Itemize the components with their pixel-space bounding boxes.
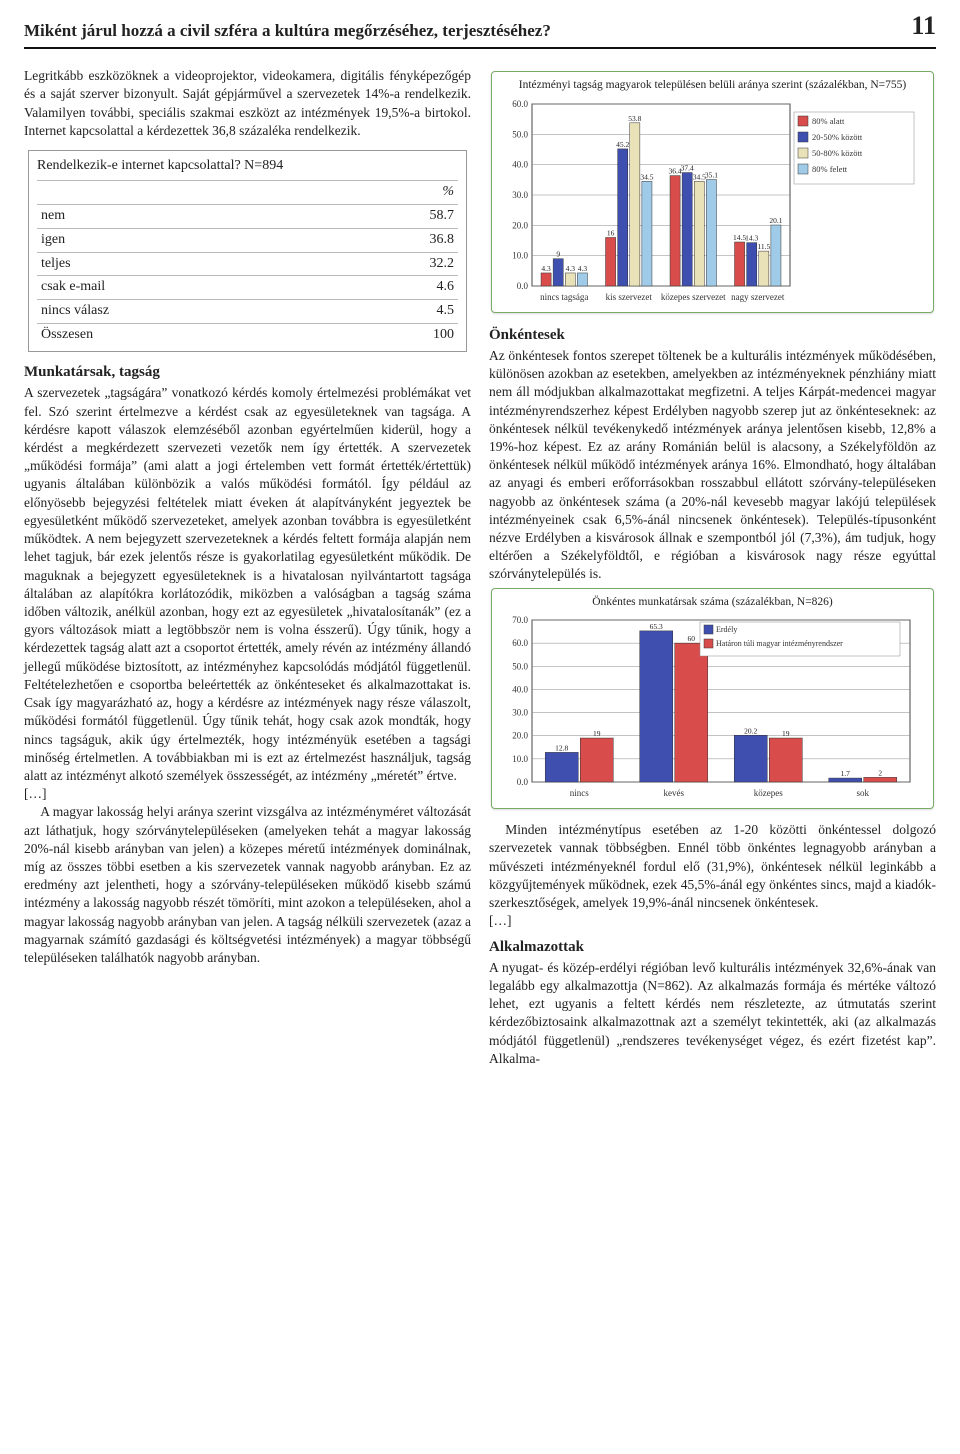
svg-text:20.1: 20.1: [769, 216, 782, 225]
svg-text:közepes: közepes: [754, 788, 783, 798]
section-title-munkatarsak: Munkatársak, tagság: [24, 362, 471, 382]
svg-text:közepes szervezet: közepes szervezet: [661, 292, 726, 302]
svg-text:nincs tagsága: nincs tagsága: [540, 292, 588, 302]
svg-text:12.8: 12.8: [555, 744, 568, 753]
right-para-2: Minden intézménytípus esetében az 1-20 k…: [489, 821, 936, 912]
table-row-value: 58.7: [409, 204, 458, 228]
svg-text:80% alatt: 80% alatt: [812, 116, 845, 126]
section-title-onkentesek: Önkéntesek: [489, 325, 936, 345]
left-para-3: A magyar lakosság helyi aránya szerint v…: [24, 803, 471, 967]
two-column-layout: Legritkább eszközöknek a videoprojektor,…: [24, 67, 936, 1068]
svg-text:10.0: 10.0: [512, 250, 528, 260]
svg-text:sok: sok: [856, 788, 869, 798]
running-header: Miként járul hozzá a civil szféra a kult…: [24, 8, 936, 49]
table-row-label: nincs válasz: [37, 300, 409, 324]
ellipsis-2: […]: [489, 912, 936, 930]
right-column: Intézményi tagság magyarok településen b…: [489, 67, 936, 1068]
left-para-2: A szervezetek „tagságára” vonatkozó kérd…: [24, 384, 471, 785]
left-column: Legritkább eszközöknek a videoprojektor,…: [24, 67, 471, 1068]
svg-text:0.0: 0.0: [517, 777, 529, 787]
svg-text:20.0: 20.0: [512, 220, 528, 230]
pct-header: %: [409, 180, 458, 204]
chart-2-card: Önkéntes munkatársak száma (százalékban,…: [491, 588, 934, 810]
table-row: igen36.8: [37, 228, 458, 252]
chart-1-title: Intézményi tagság magyarok településen b…: [498, 78, 927, 94]
svg-text:40.0: 40.0: [512, 159, 528, 169]
table-row: nem58.7: [37, 204, 458, 228]
table-row-value: 100: [409, 324, 458, 347]
svg-text:35.1: 35.1: [705, 170, 718, 179]
svg-text:45.2: 45.2: [616, 140, 629, 149]
table-row: Összesen100: [37, 324, 458, 347]
table-row-value: 36.8: [409, 228, 458, 252]
svg-text:50-80% között: 50-80% között: [812, 148, 863, 158]
svg-text:16: 16: [607, 228, 615, 237]
svg-text:40.0: 40.0: [512, 685, 528, 695]
svg-text:4.3: 4.3: [566, 264, 576, 273]
svg-text:34.5: 34.5: [640, 172, 653, 181]
svg-text:nincs: nincs: [570, 788, 589, 798]
chart-1-card: Intézményi tagság magyarok településen b…: [491, 71, 934, 313]
table-row-label: nem: [37, 204, 409, 228]
section-title-alkalmazottak: Alkalmazottak: [489, 937, 936, 957]
svg-text:11.5: 11.5: [757, 242, 770, 251]
table-row-value: 4.6: [409, 276, 458, 300]
svg-text:30.0: 30.0: [512, 708, 528, 718]
svg-text:19: 19: [593, 729, 601, 738]
internet-table: Rendelkezik-e internet kapcsolattal? N=8…: [28, 150, 467, 352]
ellipsis: […]: [24, 785, 471, 803]
svg-text:9: 9: [556, 249, 560, 258]
svg-text:Határon túli magyar intézményr: Határon túli magyar intézményrendszer: [716, 639, 843, 648]
svg-text:20.2: 20.2: [744, 726, 757, 735]
svg-text:10.0: 10.0: [512, 754, 528, 764]
table-row: teljes32.2: [37, 252, 458, 276]
svg-text:20-50% között: 20-50% között: [812, 132, 863, 142]
svg-text:53.8: 53.8: [628, 113, 641, 122]
table-row-label: teljes: [37, 252, 409, 276]
svg-text:4.3: 4.3: [578, 264, 588, 273]
svg-text:50.0: 50.0: [512, 129, 528, 139]
svg-text:70.0: 70.0: [512, 615, 528, 625]
right-para-1: Az önkéntesek fontos szerepet töltenek b…: [489, 347, 936, 584]
chart-2-svg: 0.0 10.0 20.0 30.0 40.0 50.0 60.0 70.0 12.8 19 nin…: [498, 614, 918, 804]
table-row-label: Összesen: [37, 324, 409, 347]
svg-text:19: 19: [782, 729, 790, 738]
chart-2-title: Önkéntes munkatársak száma (százalékban,…: [498, 595, 927, 611]
running-head-title: Miként járul hozzá a civil szféra a kult…: [24, 20, 551, 43]
svg-text:2: 2: [878, 769, 882, 778]
svg-text:50.0: 50.0: [512, 662, 528, 672]
svg-text:kevés: kevés: [664, 788, 685, 798]
chart-1-svg: 0.010.020.030.040.050.060.04.394.34.3nin…: [498, 98, 918, 308]
svg-text:60.0: 60.0: [512, 99, 528, 109]
svg-text:1.7: 1.7: [841, 769, 851, 778]
svg-text:0.0: 0.0: [517, 281, 529, 291]
left-para-1: Legritkább eszközöknek a videoprojektor,…: [24, 67, 471, 140]
table-row-value: 4.5: [409, 300, 458, 324]
internet-table-body: % nem58.7igen36.8teljes32.2csak e-mail4.…: [37, 180, 458, 347]
table-row-label: igen: [37, 228, 409, 252]
svg-text:20.0: 20.0: [512, 731, 528, 741]
table-row: nincs válasz4.5: [37, 300, 458, 324]
svg-text:nagy szervezet: nagy szervezet: [731, 292, 785, 302]
right-para-3: A nyugat- és közép-erdélyi régióban levő…: [489, 959, 936, 1068]
page-number: 11: [911, 8, 936, 43]
table-row-value: 32.2: [409, 252, 458, 276]
svg-text:60.0: 60.0: [512, 638, 528, 648]
table-row: csak e-mail4.6: [37, 276, 458, 300]
svg-text:37.4: 37.4: [681, 163, 694, 172]
internet-table-title: Rendelkezik-e internet kapcsolattal? N=8…: [37, 157, 458, 176]
svg-text:kis szervezet: kis szervezet: [606, 292, 653, 302]
table-row-label: csak e-mail: [37, 276, 409, 300]
svg-text:60: 60: [688, 634, 696, 643]
svg-text:Erdély: Erdély: [716, 625, 737, 634]
svg-text:65.3: 65.3: [650, 622, 663, 631]
svg-text:30.0: 30.0: [512, 190, 528, 200]
svg-text:4.3: 4.3: [541, 264, 551, 273]
svg-text:80% felett: 80% felett: [812, 164, 848, 174]
